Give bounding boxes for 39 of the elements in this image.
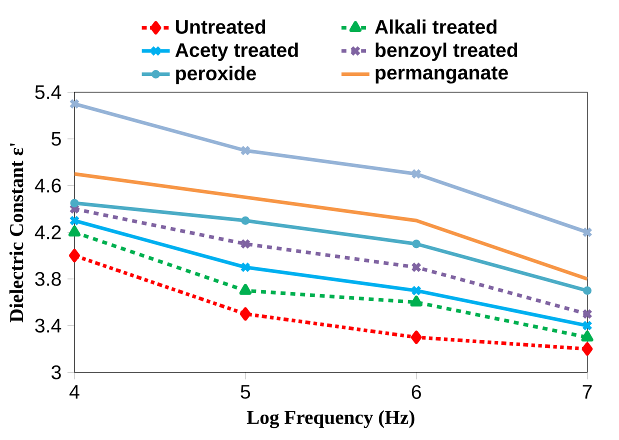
y-tick-label: 3	[52, 365, 61, 380]
point	[240, 145, 251, 156]
y-tick-label: 4.6	[34, 178, 61, 193]
point	[68, 248, 80, 262]
point	[581, 330, 594, 342]
point	[412, 240, 421, 248]
point	[240, 238, 251, 250]
point	[239, 284, 252, 295]
y-axis-title: Dielectric Constant ε'	[9, 144, 24, 322]
point	[582, 342, 593, 356]
point	[240, 307, 251, 321]
legend-label: Alkali treated	[374, 20, 496, 34]
y-tick-label: 3.4	[35, 318, 62, 333]
x-tick-label: 7	[582, 385, 592, 399]
x-tick-label: 4	[69, 385, 80, 399]
point	[410, 330, 422, 344]
point	[583, 286, 592, 295]
point	[240, 262, 251, 273]
point	[410, 296, 422, 307]
legend-label: Acety treated	[175, 42, 298, 62]
y-tick-label: 4.2	[34, 226, 61, 240]
y-tick-label: 3.8	[35, 272, 61, 286]
legend-label: benzoyl treated	[376, 42, 518, 62]
y-tick-label: 5.4	[35, 85, 62, 100]
y-tick-label: 5	[52, 132, 61, 146]
point	[70, 198, 79, 208]
x-tick-label: 6	[412, 385, 421, 400]
x-tick-label: 5	[240, 385, 250, 399]
legend-label: Untreated	[176, 20, 266, 34]
legend-label: peroxide	[176, 66, 256, 84]
point	[582, 308, 593, 320]
legend-label: permanganate	[376, 66, 508, 84]
point	[411, 285, 422, 296]
point	[411, 168, 422, 180]
point	[68, 226, 81, 237]
line-series	[74, 172, 588, 281]
x-axis-title: Log Frequency (Hz)	[246, 410, 414, 428]
point	[241, 216, 250, 225]
point	[411, 262, 422, 273]
